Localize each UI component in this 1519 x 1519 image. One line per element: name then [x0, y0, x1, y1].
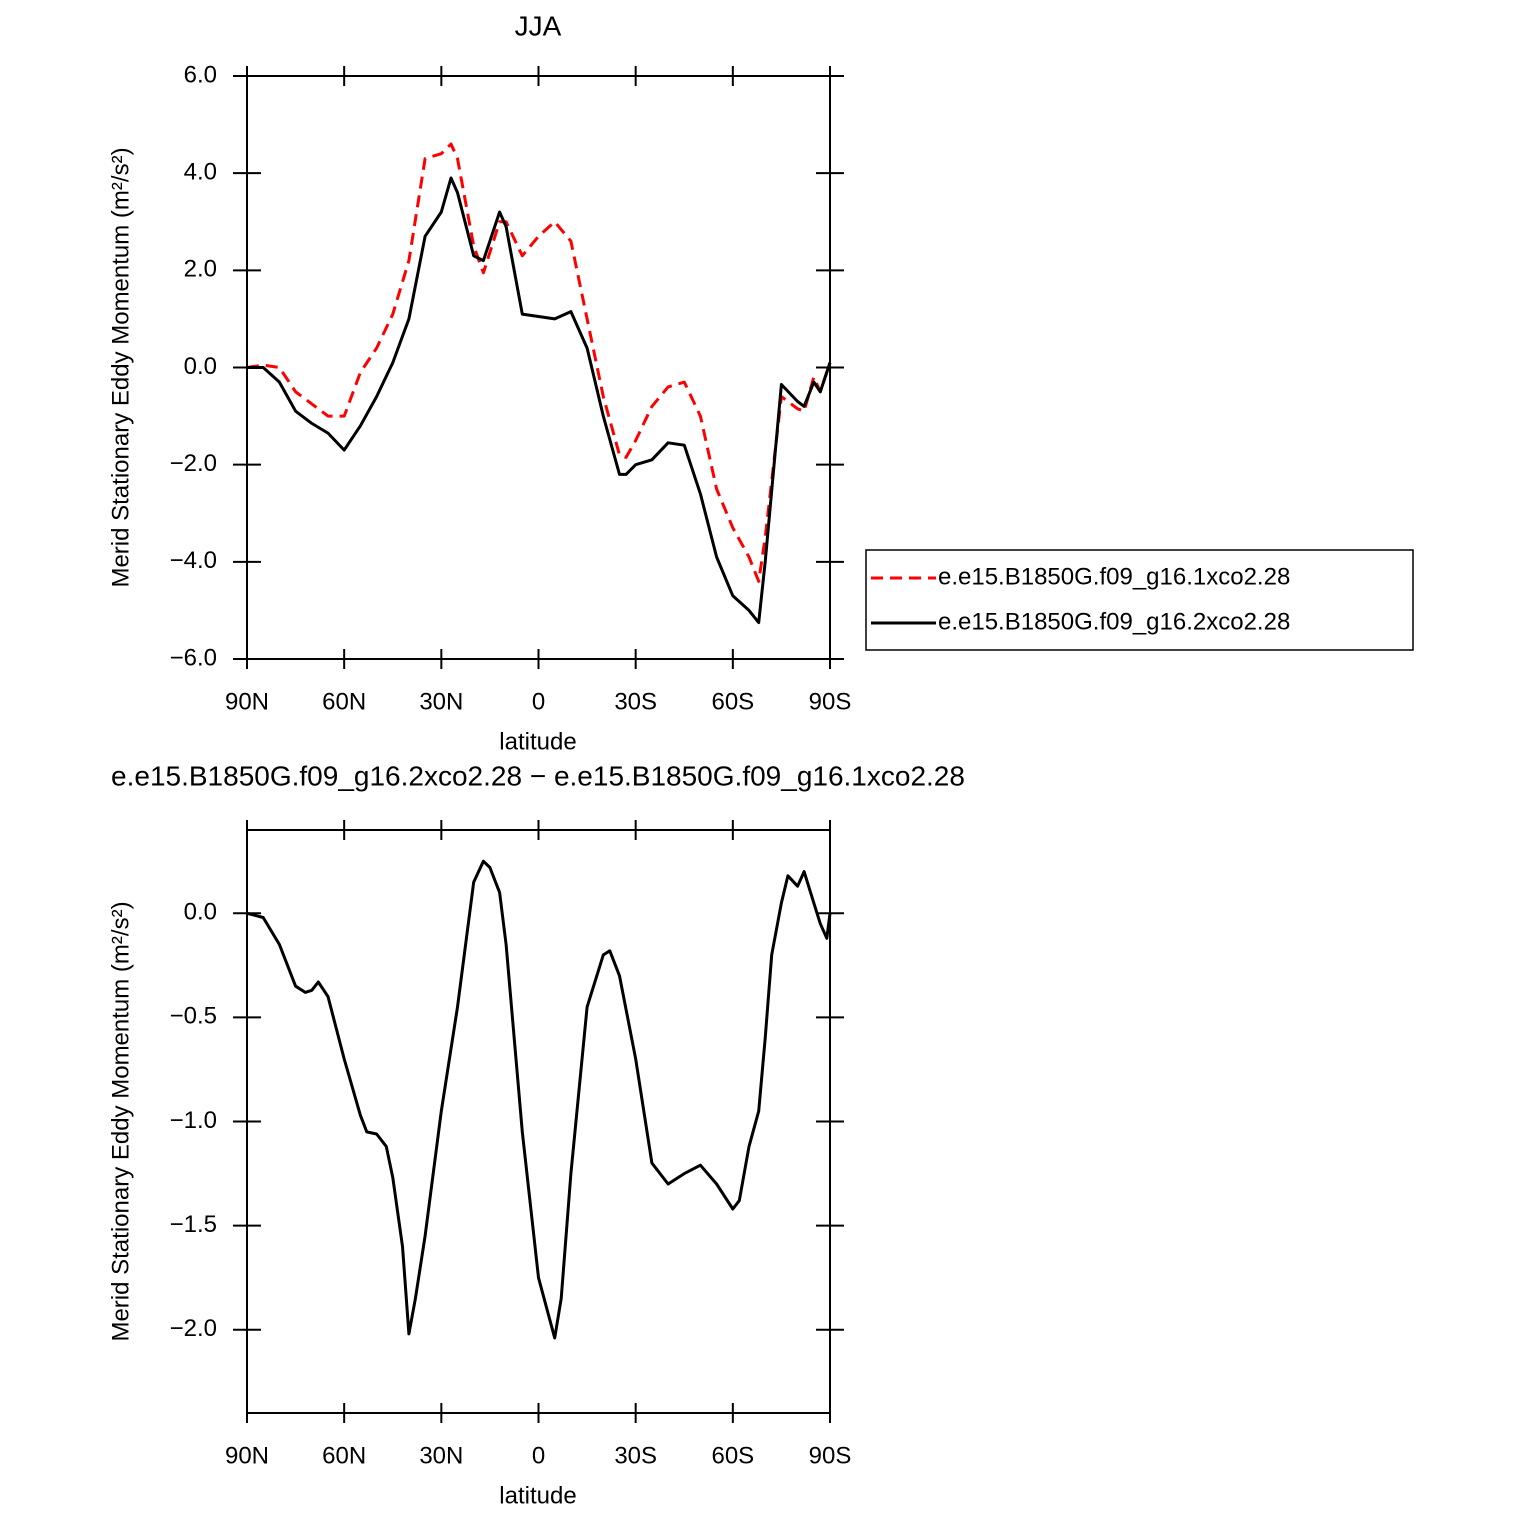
- x-tick-label: 30N: [419, 1442, 463, 1469]
- x-tick-label: 90S: [809, 688, 852, 715]
- y-tick-label: 0.0: [184, 353, 217, 380]
- chart-title: e.e15.B1850G.f09_g16.2xco2.28 − e.e15.B1…: [111, 760, 965, 791]
- x-tick-label: 90S: [809, 1442, 852, 1469]
- x-tick-label: 0: [532, 1442, 545, 1469]
- x-tick-label: 60N: [322, 1442, 366, 1469]
- legend-label: e.e15.B1850G.f09_g16.2xco2.28: [938, 608, 1290, 635]
- x-tick-label: 30S: [614, 688, 657, 715]
- x-tick-label: 60N: [322, 688, 366, 715]
- y-tick-label: −1.0: [170, 1107, 217, 1134]
- data-line: [247, 176, 832, 625]
- x-axis-label: latitude: [499, 1482, 576, 1509]
- y-tick-label: 6.0: [184, 61, 217, 88]
- legend-label: e.e15.B1850G.f09_g16.1xco2.28: [938, 563, 1290, 590]
- y-tick-label: −4.0: [170, 547, 217, 574]
- y-axis-label: Merid Stationary Eddy Momentum (m²/s²): [107, 147, 134, 587]
- x-tick-label: 30N: [419, 688, 463, 715]
- plot-frame: [246, 829, 831, 1414]
- data-line: [246, 142, 832, 583]
- y-tick-label: 0.0: [184, 899, 217, 926]
- y-tick-label: −1.5: [170, 1211, 217, 1238]
- y-tick-label: −2.0: [170, 1315, 217, 1342]
- x-tick-label: 90N: [225, 688, 269, 715]
- y-axis-label: Merid Stationary Eddy Momentum (m²/s²): [107, 901, 134, 1341]
- x-tick-label: 30S: [614, 1442, 657, 1469]
- y-tick-label: 4.0: [184, 159, 217, 186]
- chart-title: JJA: [515, 10, 562, 41]
- x-tick-label: 60S: [711, 688, 754, 715]
- x-tick-label: 60S: [711, 1442, 754, 1469]
- x-tick-label: 0: [532, 688, 545, 715]
- data-line: [246, 859, 832, 1340]
- x-axis-label: latitude: [499, 728, 576, 755]
- y-tick-label: −0.5: [170, 1003, 217, 1030]
- plot-frame: [246, 75, 831, 660]
- y-tick-label: −2.0: [170, 450, 217, 477]
- legend-box: [865, 549, 1414, 651]
- y-tick-label: 2.0: [184, 256, 217, 283]
- x-tick-label: 90N: [225, 1442, 269, 1469]
- y-tick-label: −6.0: [170, 644, 217, 671]
